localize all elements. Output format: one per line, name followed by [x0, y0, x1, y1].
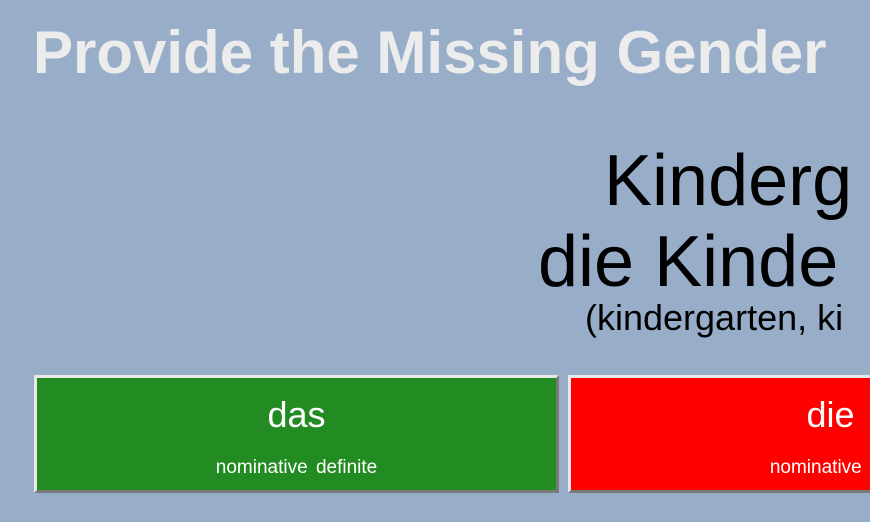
answer-case-label: nominative definite — [215, 457, 378, 478]
answer-article-label: das — [267, 394, 326, 435]
answer-case-label: nominative de — [769, 457, 870, 478]
page-title: Provide the Missing Gender — [33, 19, 827, 86]
word-singular: Kinderg — [604, 141, 853, 221]
word-plural: die Kinde — [538, 222, 839, 302]
answer-button-die[interactable]: die nominative de — [568, 375, 870, 493]
word-translation: (kindergarten, ki — [585, 297, 844, 338]
answer-button-das[interactable]: das nominative definite — [34, 375, 559, 493]
answer-article-label: die — [806, 394, 855, 435]
